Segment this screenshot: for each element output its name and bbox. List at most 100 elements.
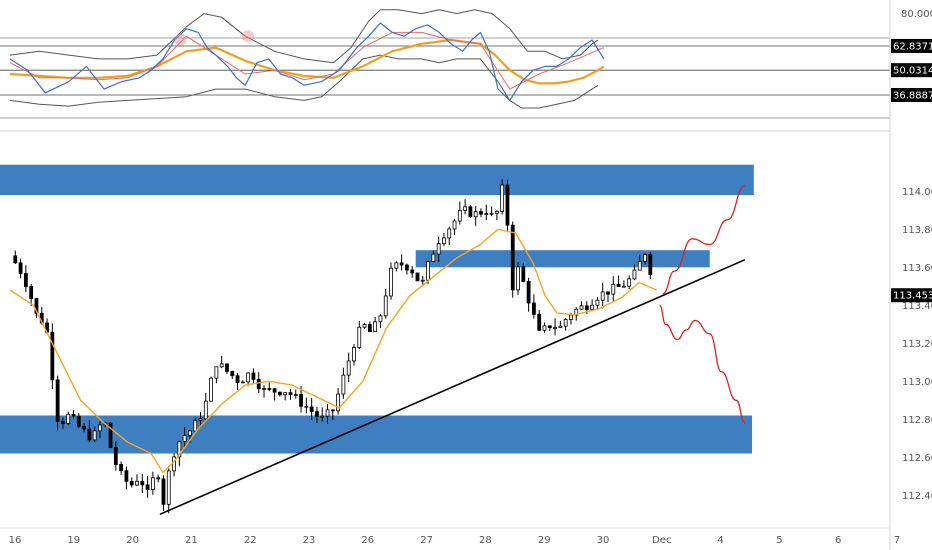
candle-body (590, 304, 595, 310)
time-tick-label: 4 (717, 535, 723, 546)
candle-body (23, 273, 28, 287)
indicator-series-bb_lower (9, 54, 599, 109)
candle-body (145, 484, 150, 490)
candle-body (272, 388, 277, 393)
candle-body (325, 409, 330, 417)
candle-body (627, 278, 632, 287)
candle-body (150, 477, 155, 490)
price-tick-label: 112.800 (902, 415, 932, 426)
candle-body (452, 220, 457, 230)
candle-body (510, 224, 515, 291)
price-tick-label: 113.200 (902, 339, 932, 350)
candle-body (611, 283, 616, 295)
indicator-series-ma (9, 38, 605, 85)
candle-body (188, 430, 192, 436)
time-tick-label: 27 (420, 535, 433, 546)
time-tick-label: Dec (652, 535, 671, 546)
candle-body (235, 375, 240, 383)
time-tick-label: 5 (776, 535, 782, 546)
candle-body (267, 388, 272, 390)
candle-body (156, 477, 161, 480)
candle-body (547, 325, 552, 329)
candle-body (330, 409, 335, 412)
price-tick-label: 112.600 (902, 453, 932, 464)
candle-body (569, 314, 573, 320)
time-tick-label: 16 (9, 535, 22, 546)
candle-body (320, 415, 325, 418)
candle-body (484, 213, 489, 215)
candle-body (315, 411, 319, 417)
price-panel[interactable] (0, 164, 754, 516)
candle-body (537, 313, 542, 331)
candle-body (50, 331, 55, 381)
time-tick-label: 26 (361, 535, 374, 546)
candle-body (500, 184, 505, 212)
price-tick-label: 113.800 (902, 225, 932, 236)
candle-body (378, 315, 383, 323)
candle-body (542, 325, 547, 331)
candle-body (124, 470, 129, 482)
candle-body (431, 253, 436, 262)
candle-body (420, 279, 425, 282)
candle-body (29, 286, 34, 299)
candle-body (367, 324, 372, 333)
candle-body (616, 283, 621, 287)
candle-body (373, 321, 378, 333)
candle-body (637, 261, 642, 271)
candle-body (98, 424, 102, 432)
candle-body (299, 394, 303, 407)
forecast-bullish-path (662, 184, 746, 295)
candle-body (198, 418, 203, 421)
indicator-level-tag-bg (891, 38, 932, 53)
price-zone (0, 415, 753, 454)
time-tick-label: 20 (126, 535, 139, 546)
candle-body (526, 281, 531, 304)
candle-body (579, 305, 584, 310)
candle-body (277, 391, 282, 396)
time-tick-label: 30 (597, 535, 610, 546)
candle-body (468, 206, 473, 218)
indicator-series-signal (9, 31, 605, 90)
candle-body (288, 392, 293, 396)
price-tick-label: 113.000 (902, 377, 932, 388)
indicator-panel[interactable] (0, 9, 890, 119)
price-zone (415, 250, 710, 268)
candle-body (172, 456, 176, 472)
candle-body (399, 262, 404, 266)
candle-body (161, 478, 166, 505)
indicator-level-tag-bg (891, 87, 932, 102)
candle-body (648, 254, 653, 275)
candle-body (225, 363, 229, 372)
candle-body (473, 211, 478, 218)
candle-body (182, 434, 187, 442)
candle-body (489, 212, 494, 215)
last-price-tag-bg (891, 288, 932, 303)
candle-body (415, 272, 420, 282)
candle-body (606, 291, 610, 295)
candle-body (521, 266, 526, 282)
candle-body (516, 266, 520, 291)
time-tick-label: 28 (479, 535, 492, 546)
candle-body (251, 372, 256, 380)
last-price-tag: 113.453 (893, 291, 932, 302)
candle-body (389, 267, 393, 297)
candle-body (140, 480, 145, 486)
candle-body (108, 422, 113, 449)
candle-body (304, 405, 309, 408)
candle-body (230, 370, 235, 377)
indicator-level-tag: 62.8371 (893, 41, 932, 52)
candle-body (357, 326, 362, 348)
candle-body (293, 394, 298, 396)
candle-body (177, 440, 182, 458)
candle-body (87, 428, 92, 441)
candle-body (262, 388, 266, 390)
candle-body (553, 327, 557, 329)
candle-body (256, 378, 261, 390)
candle-body (457, 210, 462, 222)
indicator-level-tag: 50.0314 (893, 66, 932, 77)
candle-body (34, 298, 39, 314)
candle-body (18, 262, 23, 274)
candle-body (383, 295, 388, 317)
